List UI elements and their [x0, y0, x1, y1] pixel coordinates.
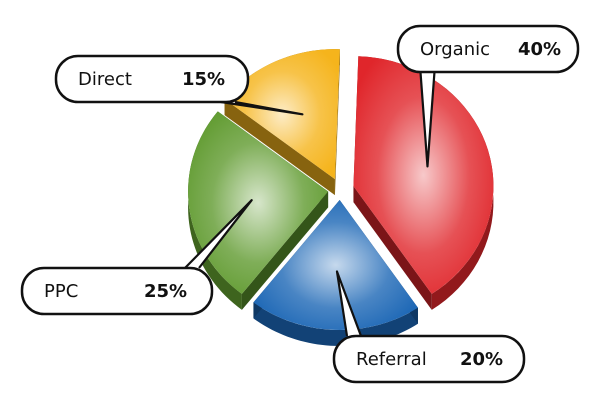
callout-ppc: PPC 25% — [20, 199, 253, 316]
callout-leader — [419, 71, 436, 168]
callout-box — [396, 24, 580, 74]
slice-referral — [253, 199, 418, 330]
callout-label: Organic — [420, 39, 490, 60]
callout-label: PPC — [44, 281, 78, 302]
slice-wall-end-direct — [334, 49, 340, 196]
slice-direct — [224, 49, 340, 180]
slice-wall-start-direct — [224, 99, 335, 196]
callout-referral: Referral 20% — [332, 270, 526, 384]
slice-organic — [353, 56, 494, 294]
callout-box — [20, 266, 214, 316]
callout-box — [54, 54, 250, 104]
slice-wall-end-organic — [353, 186, 432, 310]
callout-box — [332, 334, 526, 384]
callout-direct: Direct 15% — [54, 54, 304, 116]
callout-organic: Organic 40% — [396, 24, 580, 168]
callout-leader — [220, 100, 304, 116]
callouts-layer: Organic 40% Referral 20% PPC 25% Direct 15% — [20, 24, 580, 384]
callout-label: Direct — [78, 69, 132, 90]
slice-ppc — [188, 111, 329, 294]
callout-value: 25% — [144, 281, 187, 302]
callout-value: 15% — [182, 69, 225, 90]
slices-layer — [188, 49, 494, 346]
callout-leader — [184, 199, 253, 269]
callout-value: 40% — [518, 39, 561, 60]
slice-wall-start-ppc — [241, 191, 329, 310]
callout-value: 20% — [460, 349, 503, 370]
callout-label: Referral — [356, 349, 427, 370]
callout-leader — [335, 270, 363, 337]
